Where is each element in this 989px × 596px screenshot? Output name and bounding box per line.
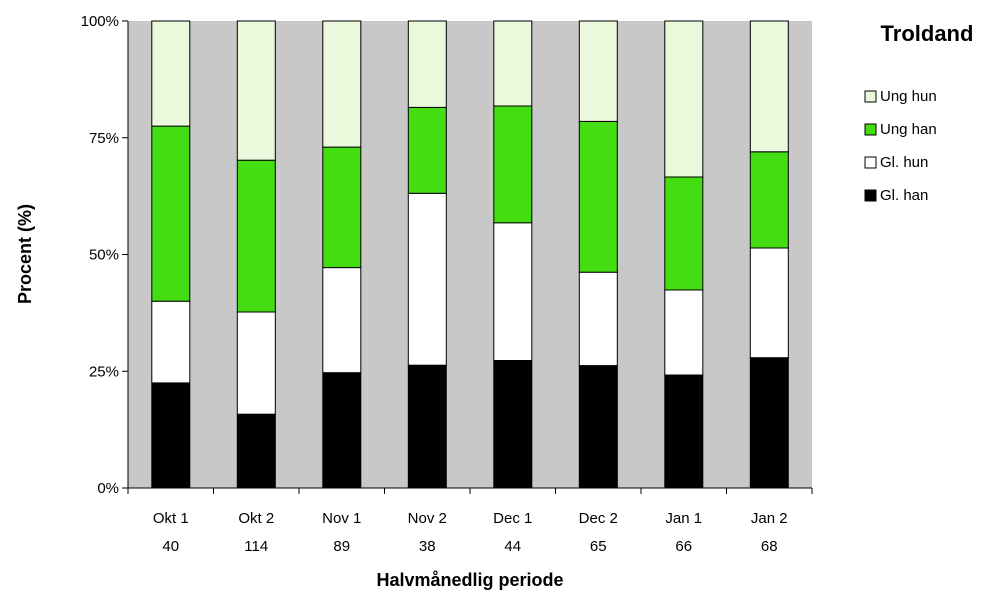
- bar-segment-3-6: [578, 120, 618, 273]
- bar-segment-2-3: [322, 267, 362, 374]
- x-category-label: Okt 1: [153, 510, 189, 527]
- x-category-label: Nov 2: [408, 510, 447, 527]
- y-tick-label: 50%: [89, 247, 119, 264]
- bar-segment-1-7: [664, 374, 704, 489]
- bar-segment-4-1: [151, 20, 191, 127]
- legend: Ung hun Ung han Gl. hun Gl. han: [864, 88, 937, 204]
- x-count-label: 65: [590, 538, 607, 555]
- bar-segment-2-2: [236, 311, 276, 415]
- chart-title: Troldand: [881, 21, 974, 46]
- plot-area: [128, 21, 812, 488]
- bar-segment-1-1: [151, 382, 191, 489]
- bar-segment-3-2: [236, 159, 276, 313]
- bar-segment-2-5: [493, 222, 533, 361]
- bar-segment-1-3: [322, 372, 362, 489]
- bar-segment-4-5: [493, 20, 533, 107]
- x-category-label: Dec 1: [493, 510, 532, 527]
- bar-segment-2-7: [664, 289, 704, 376]
- legend-label: Gl. hun: [880, 154, 928, 171]
- bar-segment-1-5: [493, 360, 533, 489]
- x-count-label: 38: [419, 538, 436, 555]
- y-tick-label: 0%: [97, 480, 119, 497]
- bar-segment-4-8: [749, 20, 789, 153]
- legend-label: Ung han: [880, 121, 937, 138]
- bar-segment-3-7: [664, 176, 704, 291]
- legend-swatch: [864, 123, 877, 136]
- bar-segment-2-4: [407, 192, 447, 366]
- x-count-label: 89: [333, 538, 350, 555]
- bar-segment-3-8: [749, 151, 789, 249]
- bar-segment-4-6: [578, 20, 618, 122]
- x-category-label: Okt 2: [238, 510, 274, 527]
- x-category-label: Jan 2: [751, 510, 788, 527]
- y-tick-label: 25%: [89, 363, 119, 380]
- x-category-label: Dec 2: [579, 510, 618, 527]
- x-count-label: 114: [244, 538, 268, 555]
- bar-segment-4-2: [236, 20, 276, 161]
- bar-segment-2-8: [749, 247, 789, 359]
- y-tick-label: 75%: [89, 130, 119, 147]
- y-axis-title: Procent (%): [15, 204, 35, 304]
- x-category-label: Nov 1: [322, 510, 361, 527]
- legend-swatch: [864, 156, 877, 169]
- x-count-label: 66: [675, 538, 692, 555]
- y-axis: 0% 25% 50% 75% 100%: [81, 13, 129, 497]
- bar-segment-3-5: [493, 105, 533, 224]
- bar-segment-3-1: [151, 125, 191, 302]
- bar-segment-1-6: [578, 365, 618, 489]
- x-count-label: 68: [761, 538, 778, 555]
- legend-swatch: [864, 90, 877, 103]
- bar-segment-1-2: [236, 413, 276, 489]
- legend-label: Gl. han: [880, 187, 928, 204]
- legend-swatch: [864, 189, 877, 202]
- x-axis-title: Halvmånedlig periode: [376, 570, 563, 590]
- y-tick-label: 100%: [81, 13, 119, 30]
- bar-segment-1-4: [407, 364, 447, 489]
- bar-segment-4-4: [407, 20, 447, 108]
- x-category-label: Jan 1: [665, 510, 702, 527]
- x-count-label: 40: [162, 538, 179, 555]
- bar-segment-4-7: [664, 20, 704, 178]
- bar-segment-3-3: [322, 146, 362, 269]
- bar-segment-4-3: [322, 20, 362, 148]
- x-count-label: 44: [504, 538, 521, 555]
- bar-segment-1-8: [749, 357, 789, 489]
- bar-segment-2-1: [151, 300, 191, 384]
- bar-segment-3-4: [407, 106, 447, 194]
- x-axis: Okt 1 40 Okt 2 114 Nov 1 89 Nov 2 38 Dec 1 44 Dec …: [127, 487, 813, 555]
- legend-label: Ung hun: [880, 88, 937, 105]
- bar-segment-2-6: [578, 271, 618, 367]
- bars-layer: [151, 20, 789, 489]
